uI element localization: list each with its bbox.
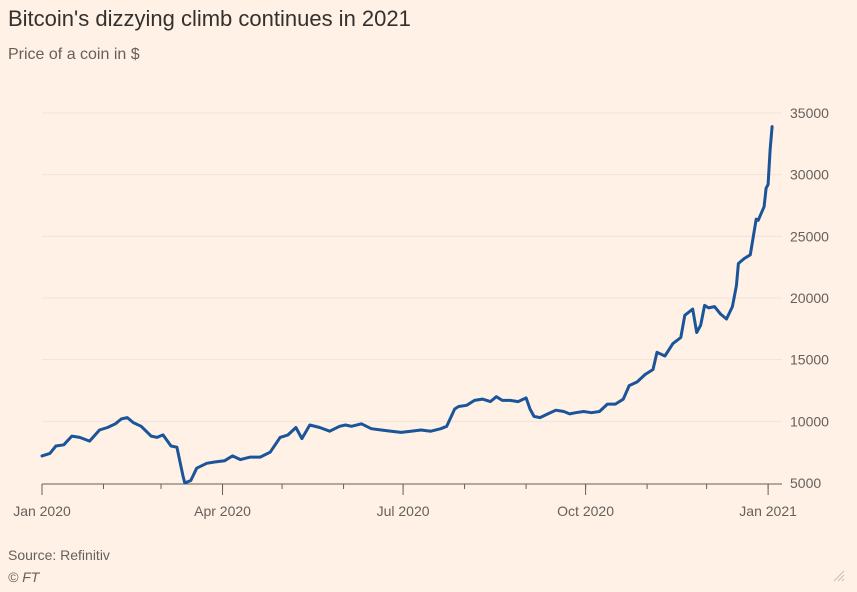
gridlines xyxy=(42,112,782,422)
line-chart: Jan 2020 Apr 2020 Jul 2020 Oct 2020 Jan 2021… xyxy=(13,105,829,519)
y-tick-label: 30000 xyxy=(790,167,829,183)
copyright-note: © FT xyxy=(8,569,40,585)
y-tick-label: 35000 xyxy=(790,105,829,121)
y-tick-label: 10000 xyxy=(790,413,829,429)
series-line-bitcoin-price xyxy=(40,125,774,485)
x-tick-label: Apr 2020 xyxy=(194,503,251,519)
y-tick-label: 20000 xyxy=(790,290,829,306)
series-group xyxy=(40,125,774,485)
resize-grip-icon[interactable] xyxy=(833,570,845,582)
y-tick-label: 5000 xyxy=(790,475,821,491)
x-tick-label: Oct 2020 xyxy=(557,503,614,519)
y-tick-label: 25000 xyxy=(790,228,829,244)
source-note: Source: Refinitiv xyxy=(8,547,110,563)
y-tick-label: 15000 xyxy=(790,352,829,368)
x-tick-label: Jan 2021 xyxy=(739,503,797,519)
x-tick-label: Jan 2020 xyxy=(13,503,71,519)
chart-subtitle: Price of a coin in $ xyxy=(8,46,140,63)
y-axis: 5000 10000 15000 20000 25000 30000 35000 xyxy=(790,105,829,491)
chart-title: Bitcoin's dizzying climb continues in 20… xyxy=(8,6,411,31)
x-tick-label: Jul 2020 xyxy=(377,503,430,519)
x-axis: Jan 2020 Apr 2020 Jul 2020 Oct 2020 Jan 2021 xyxy=(13,483,797,519)
